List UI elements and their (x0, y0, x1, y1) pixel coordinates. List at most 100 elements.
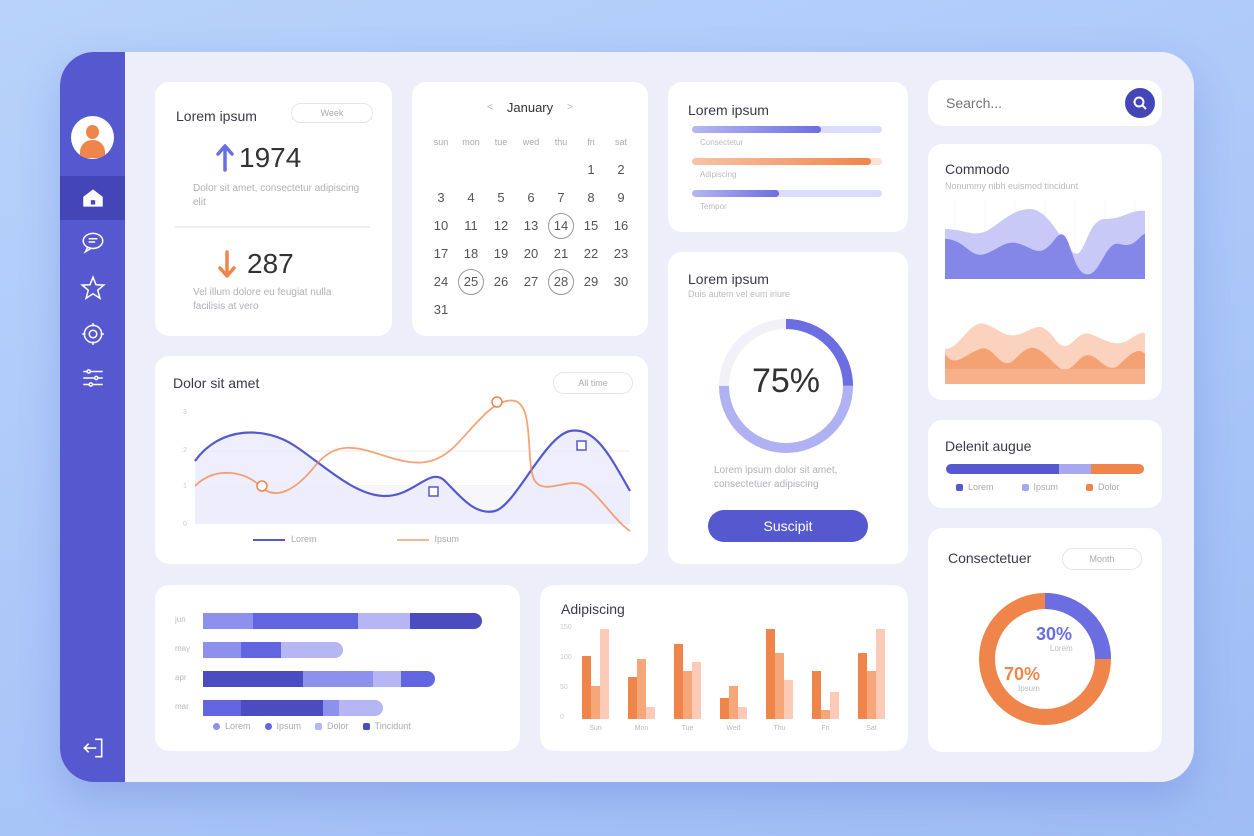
chat-icon (81, 232, 104, 254)
calendar-day[interactable]: 1 (587, 162, 595, 177)
delenit-segment-bar (946, 464, 1144, 474)
legend-item: Lorem (956, 482, 994, 492)
y-tick: 0 (560, 714, 564, 721)
stats-card-title: Lorem ipsum (176, 108, 257, 124)
sidebar-item-home[interactable] (60, 176, 125, 220)
calendar-day[interactable]: 26 (493, 274, 509, 289)
svg-text:1: 1 (183, 483, 187, 490)
column-bar (646, 707, 655, 719)
bar-category-label: mar (175, 702, 189, 711)
calendar-day[interactable]: 11 (464, 218, 478, 233)
y-tick: 100 (560, 654, 572, 661)
column-bar (738, 707, 747, 719)
calendar-day[interactable]: 30 (613, 274, 629, 289)
stacked-bar (203, 642, 343, 658)
calendar-day[interactable]: 20 (523, 246, 539, 261)
gauge-value: 75% (751, 362, 821, 400)
calendar-day[interactable]: 21 (553, 246, 569, 261)
calendar-day[interactable]: 18 (463, 246, 479, 261)
sidebar-item-settings[interactable] (60, 312, 125, 356)
x-tick: Tue (681, 725, 694, 732)
gauge-card-title: Lorem ipsum (688, 271, 769, 287)
calendar-day[interactable]: 6 (527, 190, 535, 205)
column-bar (600, 629, 609, 719)
sidebar-item-messages[interactable] (60, 220, 125, 264)
sidebar-item-menu[interactable] (60, 356, 125, 400)
calendar-day[interactable]: 5 (497, 190, 505, 205)
avatar[interactable] (71, 116, 114, 159)
calendar-day[interactable]: 19 (493, 246, 509, 261)
calendar-day[interactable]: 27 (523, 274, 539, 289)
column-chart-card: Adipiscing 0 50 100 150 Sun Mon Tue Wed Thu Fri Sa… (540, 585, 908, 751)
calendar-day[interactable]: 25 (456, 269, 486, 295)
progress-track (692, 190, 882, 197)
calendar-empty (516, 160, 546, 180)
calendar-day[interactable]: 24 (433, 274, 449, 289)
calendar-prev-button[interactable]: < (487, 102, 493, 113)
calendar-next-button[interactable]: > (567, 102, 573, 113)
calendar-day[interactable]: 17 (433, 246, 449, 261)
column-bar (591, 686, 600, 719)
column-bar (876, 629, 885, 719)
x-tick: Thu (773, 725, 786, 732)
progress-label: Tempor (700, 202, 727, 211)
calendar-day[interactable]: 29 (583, 274, 599, 289)
column-bar (858, 653, 867, 719)
stat-down: 287 (217, 248, 294, 280)
progress-label: Consectetur (700, 138, 744, 147)
calendar-day[interactable]: 14 (546, 213, 576, 239)
legend-lorem: Lorem (253, 534, 317, 544)
suscipit-button[interactable]: Suscipit (708, 510, 868, 542)
consectetuer-filter-dropdown[interactable]: Month (1062, 548, 1142, 570)
avatar-head-icon (86, 125, 99, 139)
search-input[interactable] (946, 92, 1106, 114)
calendar-empty (486, 160, 516, 180)
sidebar-item-favorites[interactable] (60, 266, 125, 310)
calendar-empty (546, 160, 576, 180)
legend-item: Tincidunt (362, 721, 411, 731)
calendar-day[interactable]: 13 (523, 218, 539, 233)
calendar-day[interactable]: 10 (433, 218, 449, 233)
calendar-day[interactable]: 4 (467, 190, 475, 205)
stats-filter-dropdown[interactable]: Week (291, 103, 373, 123)
y-tick: 150 (560, 624, 572, 631)
calendar-day[interactable]: 22 (583, 246, 599, 261)
calendar-day[interactable]: 31 (433, 302, 449, 317)
stat-up-description: Dolor sit amet, consectetur adipiscing e… (193, 183, 360, 208)
home-icon (82, 189, 103, 207)
calendar-day[interactable]: 23 (613, 246, 629, 261)
calendar-day[interactable]: 8 (587, 190, 595, 205)
consectetuer-filter-value: Month (1089, 554, 1115, 564)
delenit-card: Delenit augue Lorem Ipsum Dolor (928, 420, 1162, 508)
column-bar (720, 698, 729, 719)
calendar-day[interactable]: 9 (617, 190, 625, 205)
logout-button[interactable] (60, 726, 125, 770)
calendar-day[interactable]: 2 (617, 162, 625, 177)
calendar-day[interactable]: 3 (437, 190, 445, 205)
y-tick: 50 (560, 684, 568, 691)
column-bar (784, 680, 793, 719)
gauge-card: Lorem ipsum Duis autem vel eum iriure 75… (668, 252, 908, 564)
legend-item: Dolor (315, 721, 349, 731)
divider (175, 226, 370, 228)
line-chart: 3 2 1 0 (183, 396, 631, 532)
calendar-day[interactable]: 16 (613, 218, 629, 233)
column-bar (812, 671, 821, 719)
segment (1090, 464, 1144, 474)
x-tick: Mon (634, 725, 649, 732)
line-chart-filter-dropdown[interactable]: All time (553, 372, 633, 394)
search-bar (928, 80, 1162, 126)
calendar-day[interactable]: 7 (557, 190, 565, 205)
commodo-area-chart-purple (945, 199, 1145, 279)
calendar-day[interactable]: 28 (546, 269, 576, 295)
progress-card: Lorem ipsum Consectetur Adipiscing Tempor (668, 82, 908, 232)
calendar-day[interactable]: 12 (493, 218, 509, 233)
column-bar (628, 677, 637, 719)
x-tick: Sat (866, 725, 877, 732)
search-button[interactable] (1125, 88, 1155, 118)
calendar-day[interactable]: 15 (583, 218, 599, 233)
weekday-header: fri (587, 137, 595, 147)
delenit-legend: Lorem Ipsum Dolor (956, 482, 1120, 492)
gear-icon (81, 323, 104, 345)
calendar-empty (456, 160, 486, 180)
